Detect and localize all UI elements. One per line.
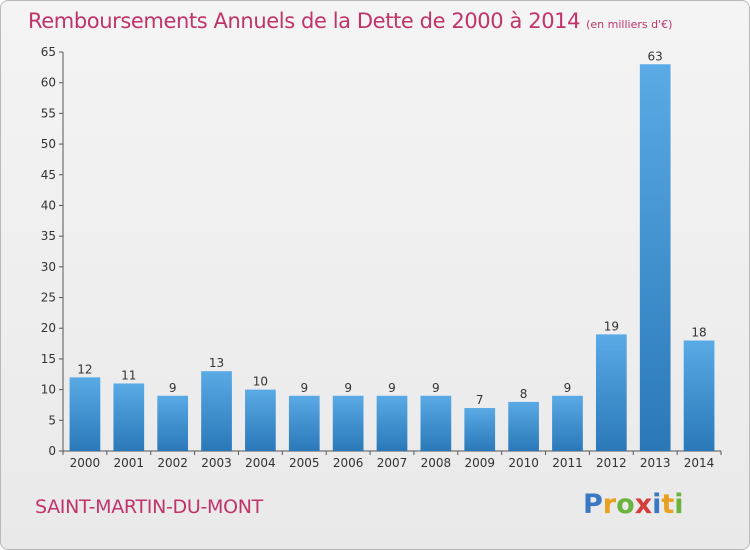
logo-letter: o (616, 489, 635, 520)
y-tick-label: 55 (41, 106, 56, 120)
bar-value-label: 9 (169, 381, 177, 395)
bar-value-label: 19 (604, 319, 619, 333)
y-tick-label: 10 (41, 383, 56, 397)
y-tick-label: 15 (41, 352, 56, 366)
y-tick-label: 25 (41, 291, 56, 305)
bar-value-label: 9 (344, 381, 352, 395)
y-tick-label: 45 (41, 168, 56, 182)
chart-unit: (en milliers d'€) (586, 18, 673, 31)
logo-letter: P (583, 489, 603, 520)
bar (639, 64, 671, 452)
y-tick-label: 65 (41, 45, 56, 59)
bar (683, 340, 715, 451)
x-tick-label: 2013 (640, 456, 671, 470)
x-tick-label: 2007 (377, 456, 408, 470)
x-tick-label: 2014 (684, 456, 715, 470)
bar-value-label: 11 (121, 368, 136, 382)
bar-value-label: 9 (564, 381, 572, 395)
logo-letter: r (602, 489, 617, 520)
y-tick-label: 0 (48, 444, 56, 458)
y-tick-label: 5 (48, 413, 56, 427)
bar-value-label: 9 (300, 381, 308, 395)
bar (245, 389, 276, 451)
y-tick-label: 40 (41, 198, 56, 212)
bar-value-label: 63 (648, 49, 663, 63)
chart-title: Remboursements Annuels de la Dette de 20… (28, 9, 672, 33)
bar-value-label: 8 (520, 387, 528, 401)
y-tick-label: 30 (41, 260, 56, 274)
y-tick-label: 35 (41, 229, 56, 243)
x-tick-label: 2000 (70, 456, 101, 470)
bar-value-label: 7 (476, 393, 484, 407)
x-tick-label: 2010 (508, 456, 539, 470)
bars: 12 11 9 13 10 9 9 9 9 7 8 9 19 63 18 (69, 49, 715, 452)
bar (157, 395, 189, 451)
x-tick-label: 2009 (464, 456, 495, 470)
bar (420, 395, 452, 451)
bar-value-label: 9 (388, 381, 396, 395)
bar (332, 395, 364, 451)
x-tick-label: 2001 (114, 456, 145, 470)
proxiti-logo: Proxiti (583, 489, 684, 520)
bar-value-label: 18 (691, 326, 706, 340)
y-axis: 0 5 10 15 20 25 30 35 40 45 50 55 60 65 (41, 45, 64, 458)
bar (376, 395, 408, 451)
y-tick-label: 60 (41, 76, 56, 90)
bar-value-label: 12 (77, 362, 92, 376)
bar-value-label: 9 (432, 381, 440, 395)
x-axis: 2000 2001 2002 2003 2004 2005 2006 2007 2008 2009… (62, 450, 722, 470)
bar (288, 395, 320, 451)
chart-title-text: Remboursements Annuels de la Dette de 20… (28, 9, 581, 33)
bar (464, 408, 496, 451)
logo-letter: i (652, 489, 662, 520)
commune-name: SAINT-MARTIN-DU-MONT (35, 496, 263, 518)
x-tick-label: 2006 (333, 456, 364, 470)
bar (201, 371, 232, 451)
x-tick-label: 2008 (421, 456, 452, 470)
logo-letter: x (634, 489, 653, 520)
x-tick-label: 2002 (157, 456, 188, 470)
bar-value-label: 10 (253, 375, 268, 389)
bar (595, 334, 627, 451)
logo-letter: i (674, 489, 684, 520)
y-tick-label: 20 (41, 321, 56, 335)
x-tick-label: 2004 (245, 456, 276, 470)
bar (69, 377, 101, 451)
bar (113, 383, 145, 451)
bar (508, 401, 539, 451)
x-tick-label: 2005 (289, 456, 320, 470)
logo-letter: t (661, 489, 675, 520)
x-tick-label: 2012 (596, 456, 627, 470)
x-tick-label: 2003 (201, 456, 232, 470)
x-tick-label: 2011 (552, 456, 583, 470)
bar (552, 395, 583, 451)
y-tick-label: 50 (41, 137, 56, 151)
bar-value-label: 13 (209, 356, 224, 370)
